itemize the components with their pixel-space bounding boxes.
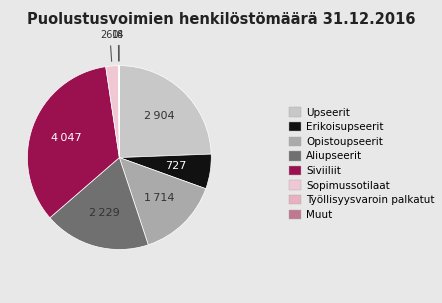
Text: 260: 260 bbox=[101, 30, 119, 61]
Text: Puolustusvoimien henkilöstömäärä 31.12.2016: Puolustusvoimien henkilöstömäärä 31.12.2… bbox=[27, 12, 415, 27]
Text: 2 904: 2 904 bbox=[144, 112, 174, 122]
Text: 727: 727 bbox=[165, 161, 187, 171]
Text: 4 047: 4 047 bbox=[50, 133, 81, 143]
Legend: Upseerit, Erikoisupseerit, Opistoupseerit, Aliupseerit, Siviiliit, Sopimussotila: Upseerit, Erikoisupseerit, Opistoupseeri… bbox=[290, 107, 434, 220]
Text: 2 229: 2 229 bbox=[89, 208, 120, 218]
Text: 1 714: 1 714 bbox=[144, 193, 175, 203]
Wedge shape bbox=[106, 66, 119, 158]
Wedge shape bbox=[119, 66, 211, 158]
Wedge shape bbox=[27, 67, 119, 218]
Wedge shape bbox=[50, 158, 148, 249]
Wedge shape bbox=[118, 66, 119, 158]
Wedge shape bbox=[119, 158, 206, 245]
Text: 8: 8 bbox=[116, 30, 122, 61]
Wedge shape bbox=[119, 154, 211, 189]
Text: 14: 14 bbox=[112, 30, 125, 61]
